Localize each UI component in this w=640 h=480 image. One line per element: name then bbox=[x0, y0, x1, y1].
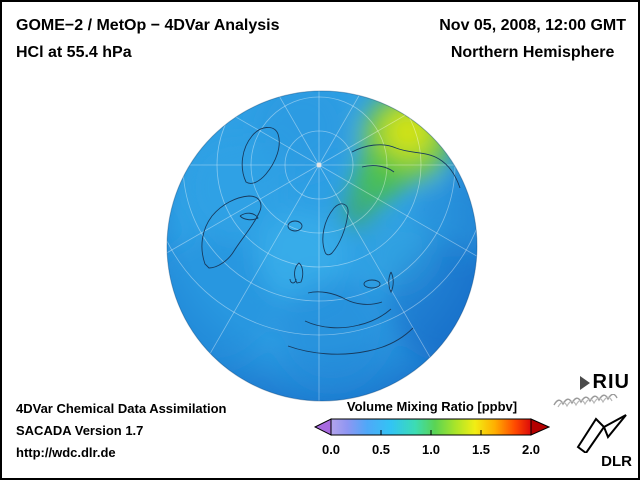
colorbar-tick-label: 0.0 bbox=[321, 442, 341, 457]
coast-north-america bbox=[201, 195, 262, 269]
coast-siberia bbox=[351, 144, 461, 189]
title-block: GOME−2 / MetOp − 4DVar Analysis HCl at 5… bbox=[16, 12, 280, 66]
colorbar-tick-marks bbox=[330, 430, 532, 435]
riu-logo: RIU bbox=[552, 371, 630, 408]
data-field-patches bbox=[167, 91, 477, 387]
credit-line-version: SACADA Version 1.7 bbox=[16, 423, 144, 438]
colorbar: Volume Mixing Ratio [ppbv] 0.0 0.5 1.0 1.5 2… bbox=[313, 399, 551, 457]
dlr-logo: DLR bbox=[572, 409, 632, 470]
credit-line-assimilation: 4DVar Chemical Data Assimilation bbox=[16, 401, 227, 416]
coast-greenland bbox=[241, 127, 280, 184]
plot-title: GOME−2 / MetOp − 4DVar Analysis bbox=[16, 17, 280, 34]
globe-rim bbox=[166, 90, 478, 402]
coast-europe bbox=[304, 291, 392, 329]
colorbar-title: Volume Mixing Ratio [ppbv] bbox=[346, 399, 518, 414]
plot-date: Nov 05, 2008, 12:00 GMT bbox=[439, 17, 626, 34]
colorbar-gradient-bar bbox=[313, 418, 551, 436]
coast-north-africa bbox=[287, 327, 414, 355]
datetime-block: Nov 05, 2008, 12:00 GMT Northern Hemisph… bbox=[439, 12, 626, 66]
dlr-logo-mark bbox=[576, 414, 627, 453]
coastlines bbox=[201, 127, 461, 355]
pole-marker bbox=[316, 162, 322, 168]
riu-triangle-icon bbox=[579, 375, 590, 390]
colorbar-tick-label: 1.5 bbox=[471, 442, 491, 457]
dlr-logo-text: DLR bbox=[601, 453, 632, 470]
riu-wave-icon bbox=[553, 394, 618, 408]
colorbar-tick-label: 2.0 bbox=[521, 442, 541, 457]
coast-iceland bbox=[287, 220, 303, 232]
colorbar-tick-label: 0.5 bbox=[371, 442, 391, 457]
plot-region: Northern Hemisphere bbox=[450, 44, 615, 61]
coast-black-caspian bbox=[363, 271, 394, 294]
credits-block: 4DVar Chemical Data Assimilation SACADA … bbox=[16, 398, 227, 464]
credit-line-url: http://wdc.dlr.de bbox=[16, 445, 116, 460]
colorbar-under-range-arrow bbox=[313, 418, 332, 436]
coast-british-isles bbox=[289, 262, 304, 284]
colorbar-tick-labels: 0.0 0.5 1.0 1.5 2.0 bbox=[314, 441, 550, 457]
coast-scandinavia bbox=[322, 203, 349, 256]
colorbar-over-range-arrow bbox=[530, 418, 551, 436]
colorbar-tick-label: 1.0 bbox=[421, 442, 441, 457]
plot-subtitle: HCl at 55.4 hPa bbox=[16, 44, 132, 61]
riu-logo-text: RIU bbox=[592, 371, 630, 393]
graticule-lines bbox=[167, 91, 477, 401]
